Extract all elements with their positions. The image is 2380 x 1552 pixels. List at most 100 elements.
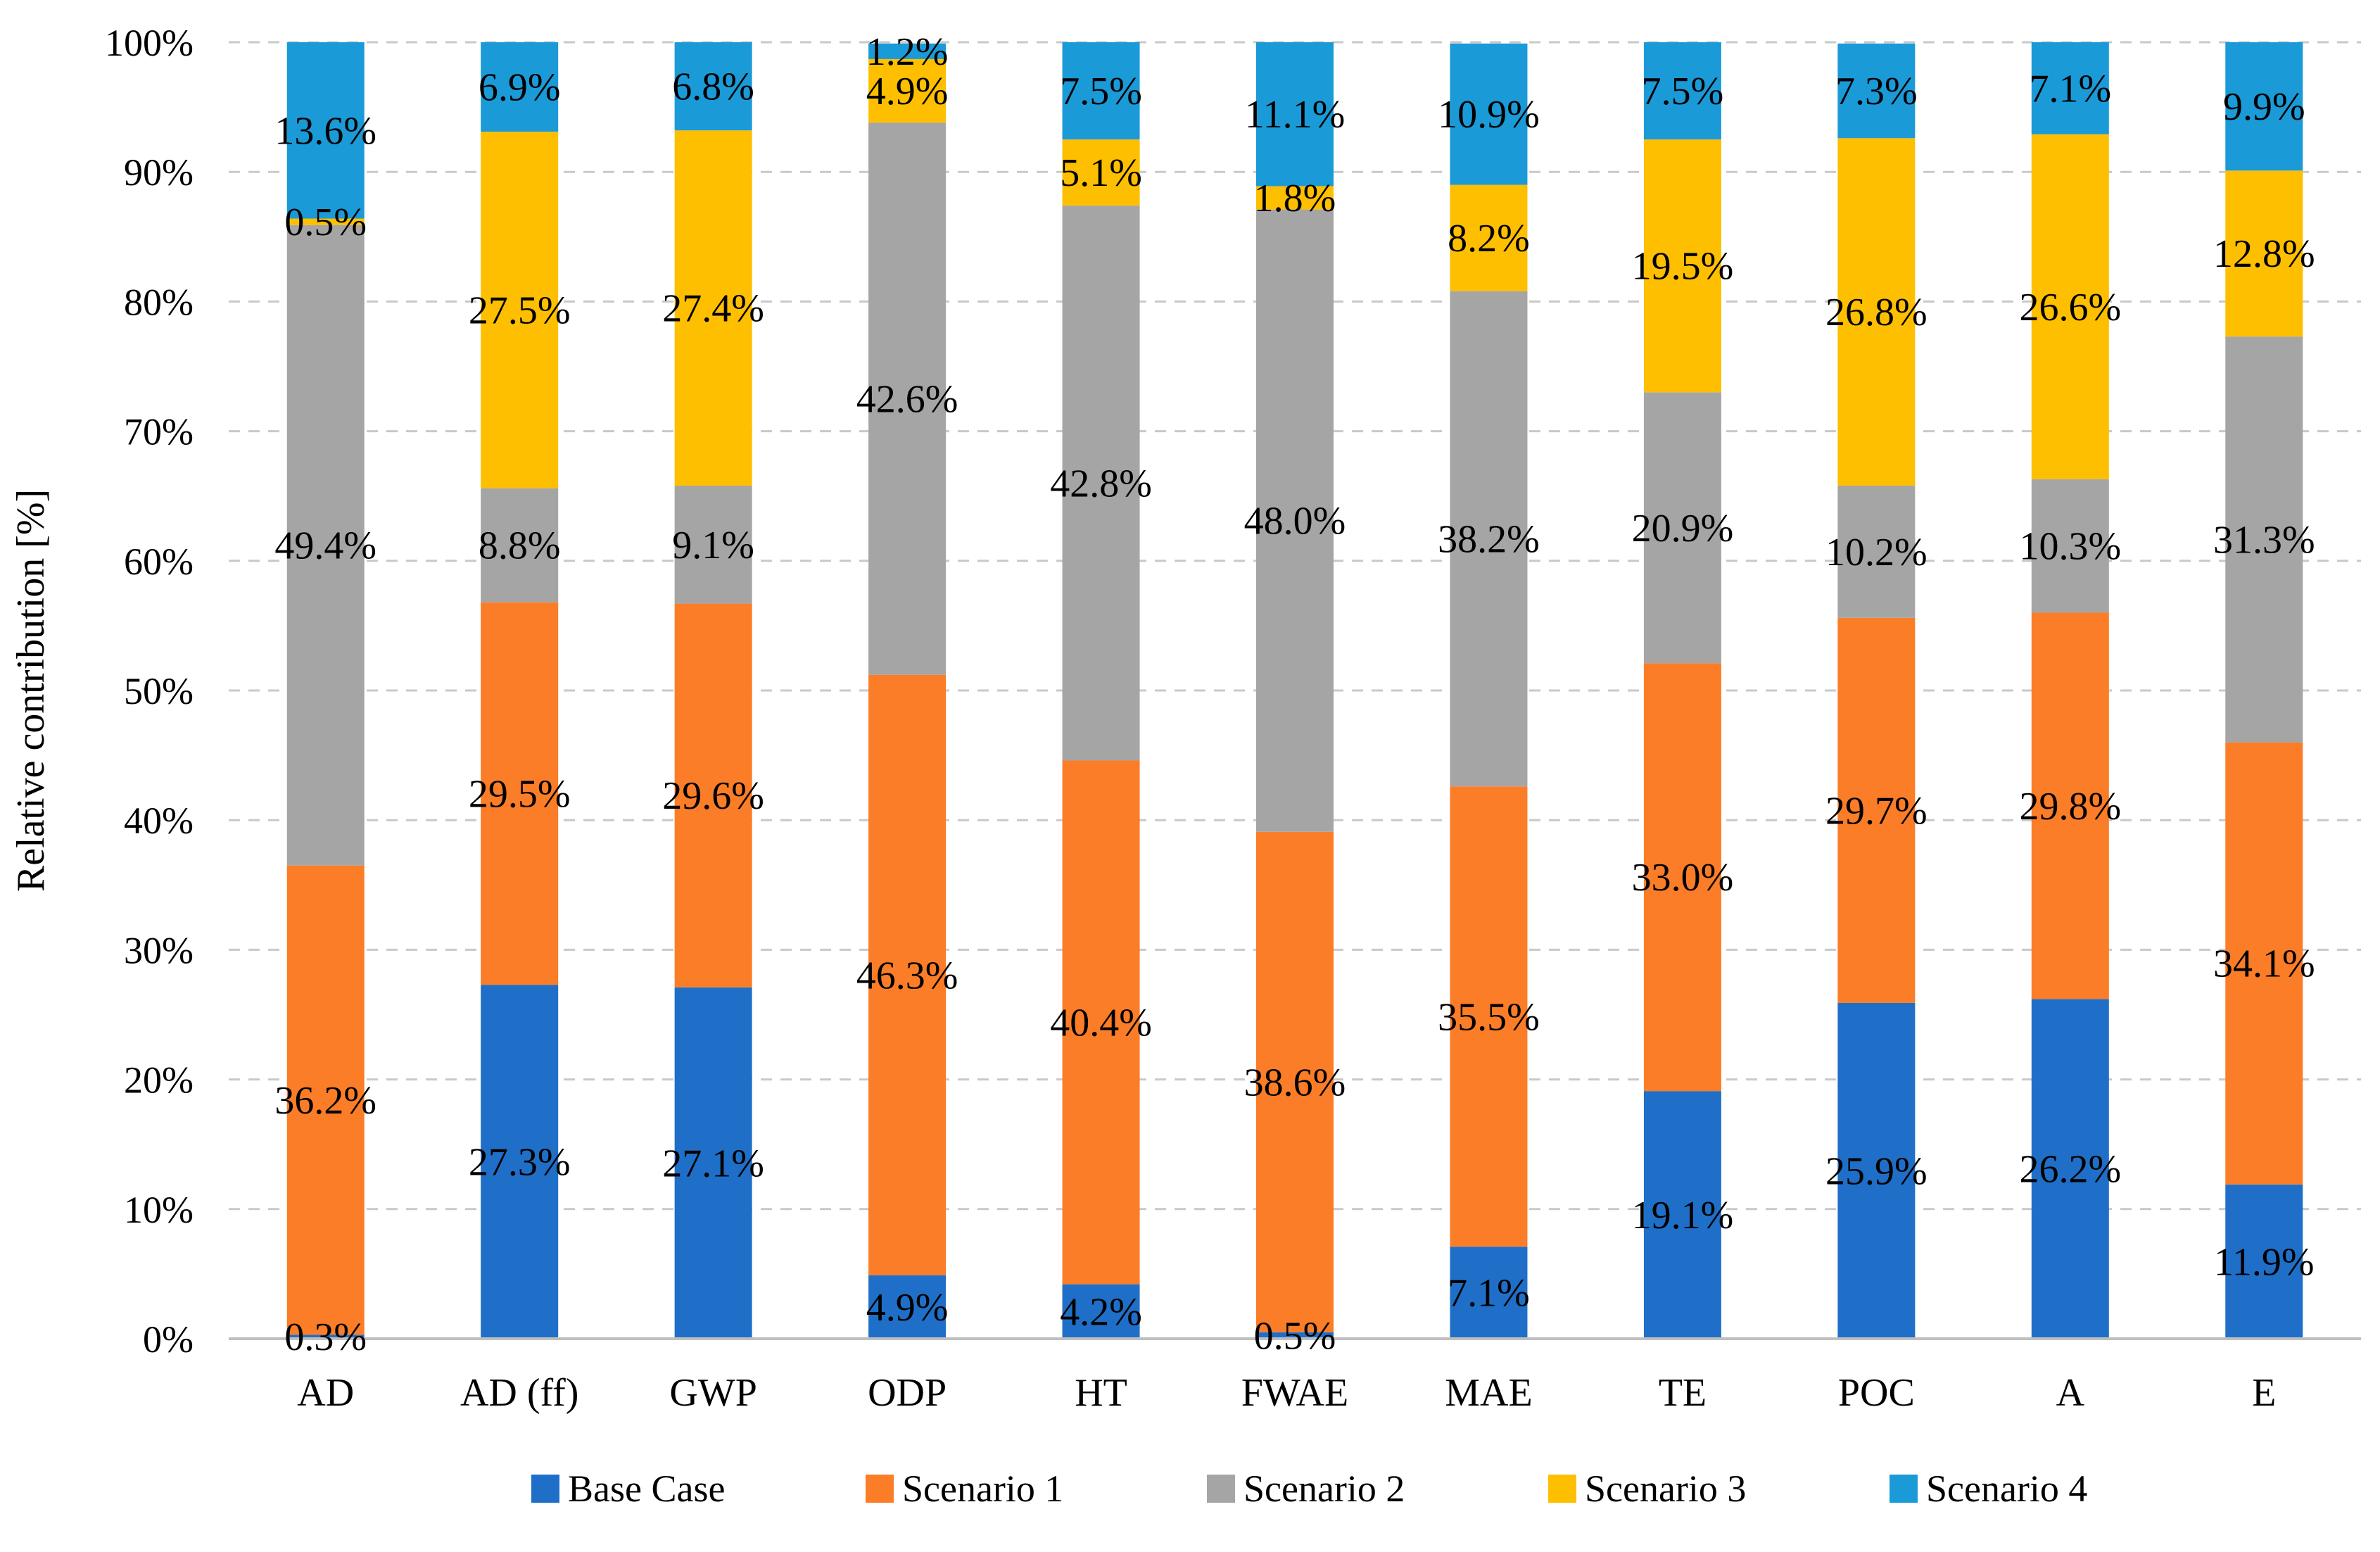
data-label: 48.0% <box>1244 500 1346 543</box>
legend-swatch <box>531 1475 559 1503</box>
bar-segment <box>868 58 947 123</box>
bar-segment <box>2225 42 2303 171</box>
x-category-label: AD <box>297 1371 354 1415</box>
data-label: 8.2% <box>1448 217 1530 260</box>
data-label: 35.5% <box>1438 995 1540 1039</box>
bar-segment <box>1062 760 1140 1285</box>
y-tick-label: 60% <box>124 541 194 583</box>
bar-segment <box>674 603 752 988</box>
data-label: 1.2% <box>866 30 949 74</box>
bar-segment <box>1450 1247 1528 1339</box>
bar-segment <box>1450 184 1528 291</box>
data-label: 7.5% <box>1060 70 1142 113</box>
bar-segment <box>1062 139 1140 206</box>
data-label: 42.6% <box>856 378 958 422</box>
data-label: 6.8% <box>672 65 754 109</box>
bar-segment <box>674 987 752 1339</box>
data-label: 9.9% <box>2223 85 2305 129</box>
bar-segment <box>868 674 947 1275</box>
y-tick-label: 0% <box>143 1318 194 1361</box>
y-tick-label: 30% <box>124 929 194 971</box>
bar-segment <box>1643 392 1721 664</box>
bar-segment <box>1256 209 1334 832</box>
data-label: 1.8% <box>1254 177 1336 220</box>
bar-segment <box>2031 999 2109 1339</box>
bar-segment <box>1643 139 1721 393</box>
data-label: 38.6% <box>1244 1061 1346 1104</box>
bar-segment <box>1643 42 1721 140</box>
data-label: 33.0% <box>1632 856 1734 900</box>
bar-segment <box>1837 1002 1916 1339</box>
y-tick-label: 100% <box>105 22 194 64</box>
bar-segment <box>2225 170 2303 337</box>
bar-segment <box>286 1335 365 1339</box>
data-label: 40.4% <box>1050 1002 1152 1045</box>
bar-segment <box>1256 186 1334 210</box>
data-label: 10.9% <box>1438 93 1540 137</box>
x-category-label: POC <box>1838 1371 1915 1415</box>
data-label: 29.8% <box>2019 785 2121 828</box>
data-label: 27.4% <box>662 287 764 331</box>
data-label: 6.9% <box>479 66 561 110</box>
data-label: 29.7% <box>1825 789 1928 833</box>
data-label: 26.2% <box>2019 1148 2121 1192</box>
bar-segment <box>481 985 559 1339</box>
bar-segment <box>2225 742 2303 1185</box>
x-category-label: AD (ff) <box>460 1371 578 1415</box>
y-tick-label: 90% <box>124 151 194 194</box>
bar-segment <box>286 225 365 866</box>
legend-label: Scenario 3 <box>1585 1468 1746 1510</box>
x-category-label: GWP <box>669 1371 757 1415</box>
data-label: 13.6% <box>274 109 376 153</box>
x-category-label: E <box>2252 1371 2276 1415</box>
x-category-label: ODP <box>868 1371 947 1415</box>
data-label: 4.9% <box>866 1286 949 1330</box>
data-label: 27.3% <box>469 1141 571 1185</box>
legend-label: Scenario 1 <box>902 1468 1063 1510</box>
bar-segment <box>1256 42 1334 187</box>
bar-segment <box>481 132 559 488</box>
bar-segment <box>2031 479 2109 613</box>
data-label: 27.5% <box>469 289 571 332</box>
bar-segment <box>1256 831 1334 1332</box>
data-label: 20.9% <box>1632 507 1734 550</box>
legend-swatch <box>1548 1475 1576 1503</box>
data-label: 29.6% <box>662 774 764 818</box>
data-label: 19.5% <box>1632 245 1734 289</box>
bars <box>286 42 2303 1339</box>
y-axis-title: Relative contribution [%] <box>9 489 53 892</box>
bar-segment <box>1062 42 1140 140</box>
y-tick-label: 10% <box>124 1189 194 1231</box>
x-category-label: HT <box>1075 1371 1127 1415</box>
bar-segment <box>2225 336 2303 743</box>
data-label: 31.3% <box>2213 518 2315 562</box>
bar-segment <box>674 130 752 486</box>
data-label: 10.3% <box>2019 525 2121 569</box>
data-label: 42.8% <box>1050 462 1152 505</box>
legend-swatch <box>1207 1475 1235 1503</box>
legend: Base Case Scenario 1 Scenario 2 Scenario 3 S… <box>531 1468 2087 1510</box>
bar-segment <box>1837 485 1916 618</box>
data-label: 27.1% <box>662 1142 764 1185</box>
data-label: 34.1% <box>2213 942 2315 986</box>
data-label: 26.6% <box>2019 286 2121 329</box>
data-label: 0.5% <box>1254 1314 1336 1358</box>
bar-segment <box>1837 617 1916 1003</box>
bar-segment <box>1837 138 1916 486</box>
y-tick-label: 40% <box>124 800 194 842</box>
data-label: 7.1% <box>2029 67 2111 111</box>
bar-segment <box>674 42 752 131</box>
bar-segment <box>1062 206 1140 761</box>
x-category-label: A <box>2056 1371 2085 1415</box>
bar-segment <box>286 42 365 219</box>
bar-segment <box>286 865 365 1335</box>
y-axis-ticks: 0% 10% 20% 30% 40% 50% 60% 70% 80% 90% 100% <box>105 22 194 1361</box>
y-tick-label: 80% <box>124 281 194 323</box>
bar-segment <box>1837 43 1916 139</box>
bar-segment <box>868 43 947 59</box>
legend-swatch <box>866 1475 894 1503</box>
bar-segment <box>481 602 559 985</box>
data-labels: 0.3% 36.2% 49.4% 0.5% 13.6% 27.3% 29.5% 8.8% 27.… <box>274 30 2315 1359</box>
legend-label: Base Case <box>568 1468 725 1510</box>
